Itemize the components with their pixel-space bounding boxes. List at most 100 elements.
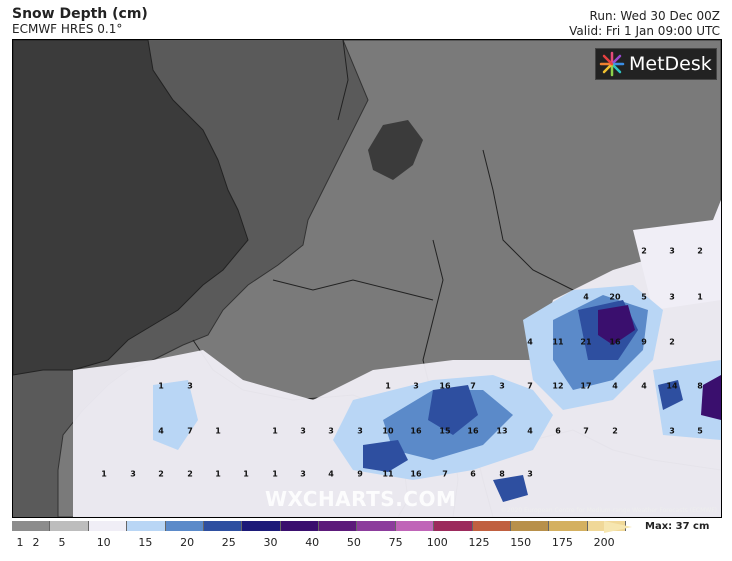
snow-depth-value: 3 bbox=[413, 381, 419, 391]
metdesk-burst-icon bbox=[599, 51, 625, 77]
legend-swatch bbox=[395, 521, 435, 531]
snow-depth-value: 7 bbox=[442, 469, 448, 479]
legend-swatch bbox=[357, 521, 396, 531]
snow-depth-value: 1 bbox=[215, 469, 221, 479]
legend-tick: 100 bbox=[426, 536, 448, 549]
snow-depth-value: 8 bbox=[499, 469, 505, 479]
legend-tick-labels: 1 2 5 10 15 20 25 30 40 50 75 100 125 150 175 200 bbox=[12, 536, 626, 550]
snow-depth-value: 1 bbox=[101, 469, 107, 479]
metdesk-logo-text: MetDesk bbox=[629, 53, 712, 75]
snow-depth-value: 9 bbox=[641, 337, 647, 347]
snow-depth-value: 3 bbox=[300, 426, 306, 436]
legend-swatch bbox=[280, 521, 319, 531]
legend-swatch bbox=[127, 521, 166, 531]
snow-depth-value: 16 bbox=[410, 426, 422, 436]
legend-tick: 200 bbox=[593, 536, 615, 549]
snow-depth-value: 16 bbox=[439, 381, 451, 391]
legend-swatch bbox=[88, 521, 128, 531]
map-graphic bbox=[13, 40, 721, 517]
metdesk-logo: MetDesk bbox=[595, 48, 717, 80]
legend-tick: 2 bbox=[32, 536, 40, 549]
snow-depth-value: 15 bbox=[439, 426, 451, 436]
snow-depth-map: 2 3 2 4 20 5 3 1 4 11 21 16 9 2 1 3 1 3 16 7 3 7 12 17 4 4 14 8 4 7 1 1… bbox=[12, 39, 722, 518]
run-time: Run: Wed 30 Dec 00Z bbox=[589, 9, 720, 23]
snow-depth-value: 2 bbox=[669, 337, 675, 347]
color-scale-legend bbox=[12, 521, 626, 531]
snow-depth-value: 9 bbox=[357, 469, 363, 479]
snow-depth-value: 16 bbox=[609, 337, 621, 347]
model-name: ECMWF HRES 0.1° bbox=[12, 22, 123, 36]
snow-depth-value: 3 bbox=[328, 426, 334, 436]
legend-tick: 175 bbox=[551, 536, 573, 549]
snow-depth-value: 6 bbox=[555, 426, 561, 436]
legend-tick: 30 bbox=[263, 536, 278, 549]
legend-tick: 10 bbox=[96, 536, 111, 549]
snow-depth-value: 3 bbox=[669, 246, 675, 256]
snow-depth-value: 1 bbox=[215, 426, 221, 436]
snow-depth-value: 6 bbox=[470, 469, 476, 479]
snow-depth-value: 2 bbox=[158, 469, 164, 479]
snow-depth-value: 2 bbox=[612, 426, 618, 436]
snow-depth-value: 16 bbox=[467, 426, 479, 436]
legend-tick: 15 bbox=[138, 536, 153, 549]
legend-tick: 1 bbox=[16, 536, 24, 549]
snow-depth-value: 12 bbox=[552, 381, 564, 391]
snow-depth-value: 3 bbox=[669, 426, 675, 436]
snow-depth-value: 13 bbox=[496, 426, 508, 436]
snow-depth-value: 7 bbox=[583, 426, 589, 436]
snow-depth-value: 1 bbox=[385, 381, 391, 391]
legend-tick: 125 bbox=[468, 536, 490, 549]
snow-depth-value: 2 bbox=[187, 469, 193, 479]
chart-title: Snow Depth (cm) bbox=[12, 6, 148, 22]
snow-depth-value: 4 bbox=[612, 381, 618, 391]
snow-depth-value: 8 bbox=[697, 381, 703, 391]
legend-swatch bbox=[434, 521, 473, 531]
legend-tick: 75 bbox=[388, 536, 403, 549]
snow-depth-value: 3 bbox=[130, 469, 136, 479]
snow-depth-value: 3 bbox=[300, 469, 306, 479]
snow-depth-value: 7 bbox=[470, 381, 476, 391]
snow-depth-value: 17 bbox=[580, 381, 592, 391]
max-value: Max: 37 cm bbox=[645, 521, 710, 532]
legend-swatch bbox=[242, 521, 281, 531]
snow-depth-value: 1 bbox=[272, 469, 278, 479]
snow-depth-value: 3 bbox=[527, 469, 533, 479]
snow-depth-value: 11 bbox=[552, 337, 564, 347]
snow-depth-value: 3 bbox=[357, 426, 363, 436]
snow-depth-value: 2 bbox=[697, 246, 703, 256]
legend-swatch bbox=[319, 521, 358, 531]
legend-swatch bbox=[549, 521, 588, 531]
snow-depth-value: 1 bbox=[243, 469, 249, 479]
snow-depth-value: 16 bbox=[410, 469, 422, 479]
snow-depth-value: 1 bbox=[697, 292, 703, 302]
snow-depth-value: 3 bbox=[669, 292, 675, 302]
legend-arrow-tip bbox=[604, 521, 632, 533]
snow-cover bbox=[73, 200, 721, 517]
legend-swatch bbox=[510, 521, 550, 531]
legend-tick: 25 bbox=[221, 536, 236, 549]
snow-depth-value: 1 bbox=[272, 426, 278, 436]
ecmwf-credit: ©2020 European Centre for Medium-range W… bbox=[500, 507, 717, 514]
snow-depth-value: 5 bbox=[697, 426, 703, 436]
legend-swatch bbox=[50, 521, 89, 531]
snow-depth-value: 10 bbox=[382, 426, 394, 436]
snow-depth-value: 4 bbox=[527, 426, 533, 436]
snow-depth-value: 4 bbox=[527, 337, 533, 347]
snow-depth-value: 7 bbox=[527, 381, 533, 391]
wxcharts-watermark: WXCHARTS.COM bbox=[265, 487, 457, 511]
snow-depth-value: 3 bbox=[499, 381, 505, 391]
ijsselmeer bbox=[368, 120, 423, 180]
legend-tick: 5 bbox=[58, 536, 66, 549]
snow-depth-value: 11 bbox=[382, 469, 394, 479]
snow-depth-value: 4 bbox=[328, 469, 334, 479]
legend-swatch bbox=[165, 521, 204, 531]
legend-tick: 150 bbox=[510, 536, 532, 549]
snow-depth-value: 3 bbox=[187, 381, 193, 391]
legend-tick: 40 bbox=[305, 536, 320, 549]
snow-depth-value: 2 bbox=[641, 246, 647, 256]
legend-swatch bbox=[472, 521, 511, 531]
legend-swatch bbox=[12, 521, 51, 531]
snow-depth-value: 21 bbox=[580, 337, 592, 347]
snow-depth-value: 4 bbox=[583, 292, 589, 302]
chart-header-left: Snow Depth (cm) ECMWF HRES 0.1° bbox=[12, 7, 148, 37]
